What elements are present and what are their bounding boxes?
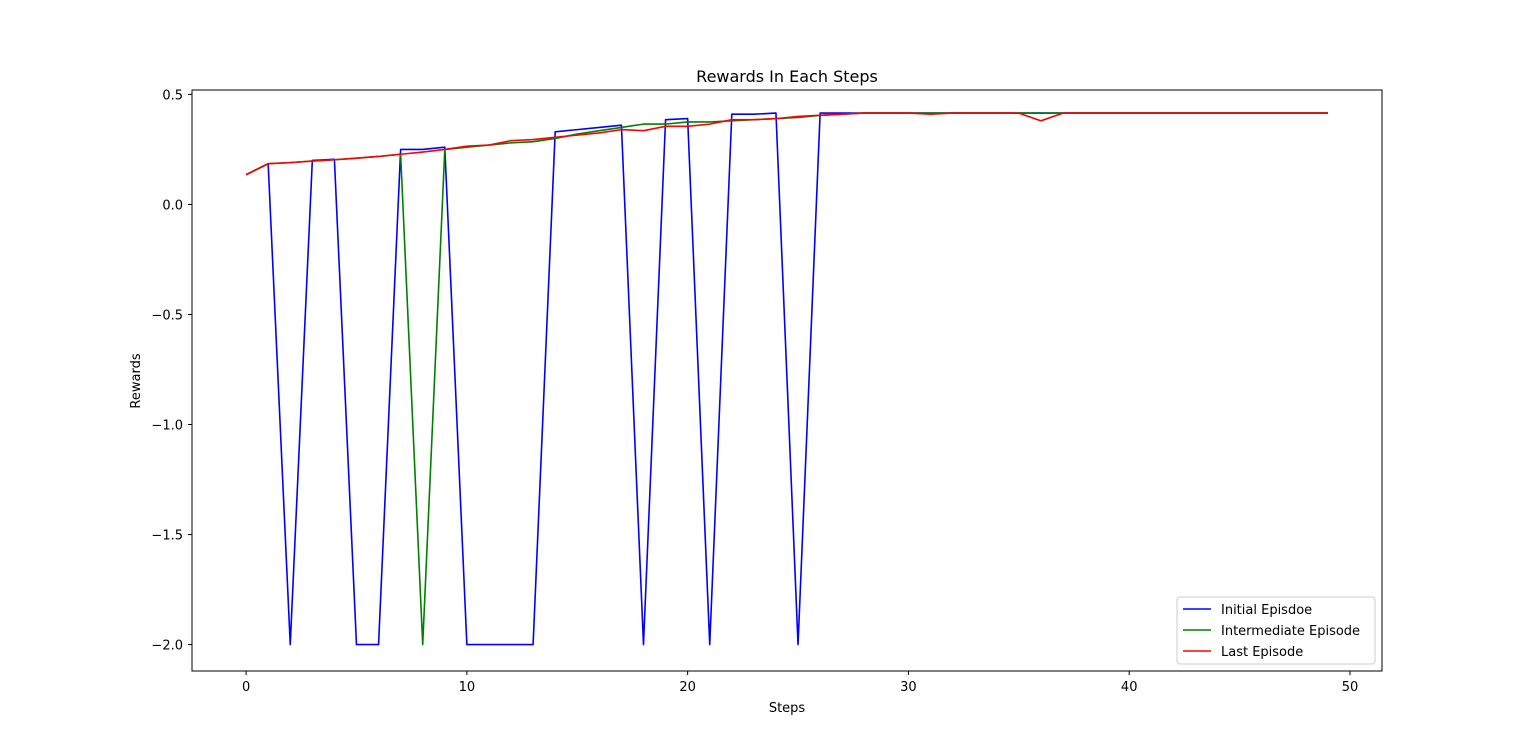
y-tick-label: −2.0 (151, 639, 183, 654)
legend-label: Last Episode (1221, 645, 1303, 660)
legend-label: Intermediate Episode (1221, 624, 1360, 639)
x-tick-label: 50 (1342, 680, 1359, 695)
legend-label: Initial Episdoe (1221, 603, 1312, 618)
y-tick-label: 0.5 (162, 88, 183, 103)
legend-box (1176, 596, 1376, 665)
x-tick-label: 30 (900, 680, 917, 695)
x-tick-label: 10 (459, 680, 476, 695)
y-tick-label: −0.5 (151, 308, 183, 323)
legend: Initial Episdoe Intermediate Episode Last … (1176, 596, 1376, 665)
x-tick-label: 40 (1121, 680, 1138, 695)
y-tick-label: 0.0 (162, 198, 183, 213)
y-tick-label: −1.0 (151, 419, 183, 434)
x-tick-label: 0 (242, 680, 250, 695)
y-tick-label: −1.5 (151, 529, 183, 544)
x-tick-label: 20 (679, 680, 696, 695)
x-axis-title: Steps (769, 701, 806, 716)
plot-area (245, 112, 1328, 646)
y-axis-title: Rewards (129, 353, 144, 408)
chart-title: Rewards In Each Steps (696, 67, 878, 86)
series-line-3 (245, 112, 1328, 176)
y-axis: 0.5 0.0 −0.5 −1.0 −1.5 −2.0 (151, 88, 192, 654)
x-axis: 0 10 20 30 40 50 (242, 671, 1358, 695)
axes-frame (191, 89, 1383, 672)
